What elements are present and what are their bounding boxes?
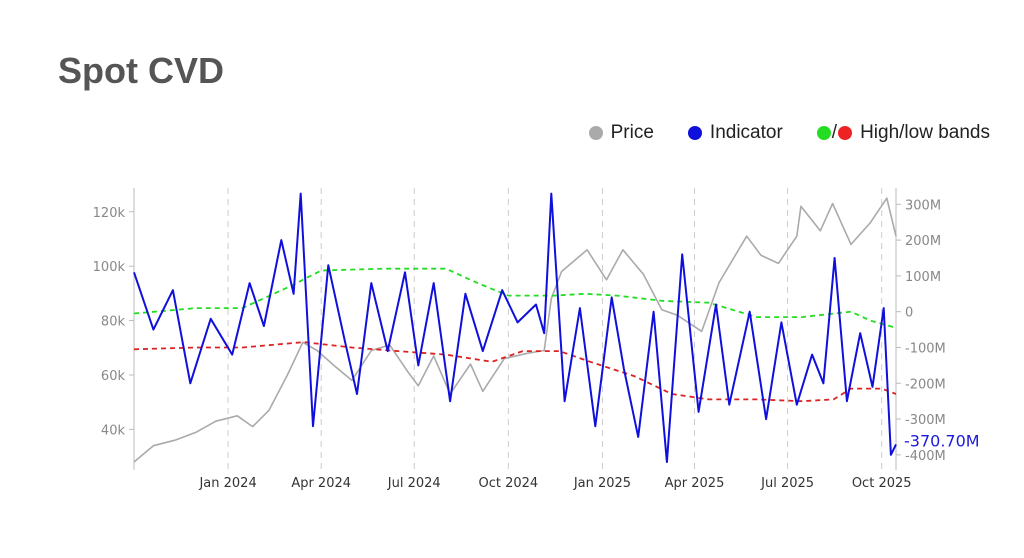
x-tick-label: Jan 2024 [198,476,256,491]
left-tick-label: 100k [93,260,126,275]
indicator-last-value: -370.70M [904,431,980,450]
low-band-line [133,341,897,403]
right-tick-label: 200M [905,234,941,249]
x-tick-label: Jul 2024 [387,476,441,491]
x-tick-label: Apr 2025 [665,476,725,491]
legend-label-indicator: Indicator [709,122,783,143]
x-tick-label: Jul 2025 [760,476,814,491]
left-tick-label: 80k [101,315,126,330]
legend-item-bands[interactable]: / High/low bands [816,122,990,144]
price-line [133,197,897,463]
legend-item-price[interactable]: Price [588,122,654,144]
high-band-dot-icon [816,126,831,140]
x-tick-label: Oct 2025 [852,476,912,491]
chart-legend: Price Indicator / High/low bands [588,122,990,144]
left-tick-label: 40k [101,423,126,438]
price-dot-icon [588,126,603,140]
x-tick-label: Oct 2024 [479,476,539,491]
right-tick-label: -200M [905,377,946,392]
right-tick-label: 0 [905,306,913,321]
legend-item-indicator[interactable]: Indicator [687,122,783,144]
right-tick-label: -300M [905,413,946,428]
left-tick-label: 120k [93,206,126,221]
legend-label-bands: High/low bands [860,122,990,143]
x-tick-label: Apr 2024 [291,476,351,491]
high-band-line [133,267,897,329]
x-tick-label: Jan 2025 [573,476,631,491]
legend-label-price: Price [610,122,654,143]
right-tick-label: 300M [905,198,941,213]
right-tick-label: 100M [905,270,941,285]
right-tick-label: -400M [905,449,946,464]
low-band-dot-icon [838,126,853,140]
indicator-dot-icon [687,126,702,140]
left-tick-label: 60k [101,369,126,384]
indicator-line [133,192,897,463]
page-title: Spot CVD [58,50,224,91]
legend-bands-slash: / [831,122,838,143]
right-tick-label: -100M [905,341,946,356]
